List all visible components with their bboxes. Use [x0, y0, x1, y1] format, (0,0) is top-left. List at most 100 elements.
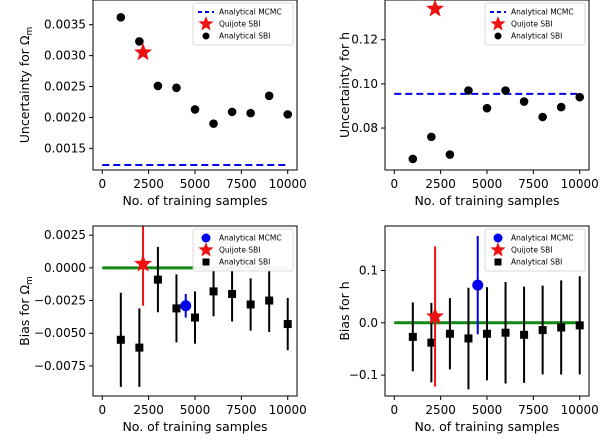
y-tick-label: −0.1 [349, 368, 378, 382]
x-tick-label: 10000 [561, 403, 599, 417]
y-axis-label-subscript: m [25, 276, 35, 285]
y-tick-label: 0.0015 [44, 141, 86, 155]
x-tick-label: 10000 [561, 177, 599, 191]
mcmc-point [180, 300, 192, 312]
legend-entry: Analytical SBI [219, 258, 270, 267]
legend-box [484, 228, 586, 272]
sbi-point [246, 108, 255, 118]
y-tick-label: 0.10 [351, 77, 378, 91]
x-tick-label: 10000 [269, 177, 307, 191]
sbi-point [557, 323, 566, 332]
sbi-point [408, 332, 417, 341]
x-tick-label: 0 [98, 177, 106, 191]
x-tick-label: 2500 [133, 403, 164, 417]
x-tick-label: 7500 [518, 403, 549, 417]
sbi-point [172, 83, 181, 93]
y-tick-label: −0.0075 [34, 359, 86, 373]
sbi-point [483, 329, 491, 338]
y-axis-label-subscript: m [25, 27, 35, 36]
legend: Analytical MCMC Quijote SBI Analytical SBI [484, 2, 586, 46]
sbi-point [501, 86, 510, 95]
legend-entry: Quijote SBI [219, 246, 260, 255]
legend: Analytical MCMC Quijote SBI Analytical SBI [484, 228, 586, 272]
sbi-point [191, 313, 199, 322]
x-tick-label: 5000 [472, 403, 503, 417]
sbi-point [135, 343, 144, 352]
sbi-point [264, 91, 274, 101]
sbi-point [556, 102, 566, 112]
legend-entry: Analytical MCMC [511, 234, 574, 243]
legend-mcmc-marker [493, 233, 503, 243]
legend-box [484, 2, 586, 46]
sbi-point [445, 150, 455, 159]
quijote-point [426, 0, 445, 17]
y-tick-label: 0.08 [351, 121, 378, 135]
y-axis-label: Uncertainty for h [337, 32, 352, 138]
sbi-point [283, 320, 292, 329]
y-tick-label: 0.1 [359, 263, 378, 277]
sbi-point [116, 13, 126, 22]
sbi-point [116, 335, 125, 344]
plot-area [394, 0, 585, 164]
sbi-point [209, 287, 218, 296]
x-axis-label: No. of training samples [122, 193, 267, 208]
x-tick-label: 7500 [518, 177, 549, 191]
legend-entry: Analytical SBI [511, 32, 562, 41]
sbi-point [228, 290, 237, 298]
quijote-point [426, 306, 445, 325]
legend-sbi-marker [494, 258, 502, 266]
x-axis-label: No. of training samples [414, 193, 559, 208]
chart-bias-omega-m: 0 2500 5000 7500 10000 −0.0075 −0.0050 −0.0025 0… [17, 225, 307, 434]
sbi-point [153, 275, 162, 284]
quijote-point [134, 43, 153, 61]
legend-entry: Quijote SBI [511, 20, 552, 29]
legend-entry: Analytical MCMC [219, 8, 282, 17]
legend: Analytical MCMC Quijote SBI Analytical SBI [192, 2, 294, 46]
legend-entry: Analytical SBI [219, 32, 270, 41]
legend-mcmc-marker [201, 233, 211, 243]
y-tick-label: 0.12 [351, 33, 378, 47]
legend-quijote-marker [490, 16, 506, 31]
y-tick-label: 0.0030 [44, 49, 86, 63]
sbi-point [172, 304, 181, 313]
x-tick-label: 10000 [269, 403, 307, 417]
plot-area [394, 235, 584, 390]
x-tick-label: 7500 [226, 403, 257, 417]
legend-quijote-marker [198, 242, 214, 257]
x-tick-label: 2500 [133, 177, 164, 191]
y-tick-label: 0.0025 [44, 80, 86, 94]
sbi-point [190, 105, 200, 114]
legend-entry: Analytical MCMC [219, 234, 282, 243]
y-axis-label: Uncertainty for Ωm [17, 27, 35, 144]
sbi-point [283, 110, 293, 119]
y-tick-label: −0.0025 [34, 294, 86, 308]
legend-quijote-marker [198, 16, 214, 31]
x-tick-label: 5000 [180, 403, 211, 417]
sbi-point [538, 112, 547, 122]
sbi-point [575, 321, 584, 330]
plot-area [102, 13, 293, 167]
sbi-point [445, 329, 454, 338]
legend: Analytical MCMC Quijote SBI Analytical SBI [192, 228, 294, 272]
y-tick-label: 0.0 [359, 316, 378, 330]
sbi-point [153, 81, 163, 91]
sbi-point [227, 107, 237, 117]
chart-bias-h: 0 2500 5000 7500 10000 −0.1 0.0 0.1 No. of train… [337, 225, 599, 434]
sbi-point [464, 86, 473, 95]
quijote-point [134, 254, 153, 272]
x-tick-label: 2500 [425, 403, 456, 417]
legend-box [192, 228, 294, 272]
y-tick-label: 0.0020 [44, 110, 86, 124]
sbi-point [427, 132, 436, 142]
legend-entry: Analytical SBI [511, 258, 562, 267]
y-axis-label: Bias for Ωm [17, 276, 35, 346]
y-axis-label: Bias for h [337, 281, 352, 340]
legend-quijote-marker [490, 242, 506, 257]
chart-uncertainty-h: 0 2500 5000 7500 10000 0.08 0.10 0.12 No. of tra… [337, 0, 599, 208]
x-tick-label: 0 [390, 403, 398, 417]
legend-entry: Quijote SBI [219, 20, 260, 29]
chart-uncertainty-omega-m: 0 2500 5000 7500 10000 0.0015 0.0020 0.0025 0.00… [17, 0, 307, 208]
y-tick-label: 0.0000 [44, 261, 86, 275]
x-axis-label: No. of training samples [122, 419, 267, 434]
